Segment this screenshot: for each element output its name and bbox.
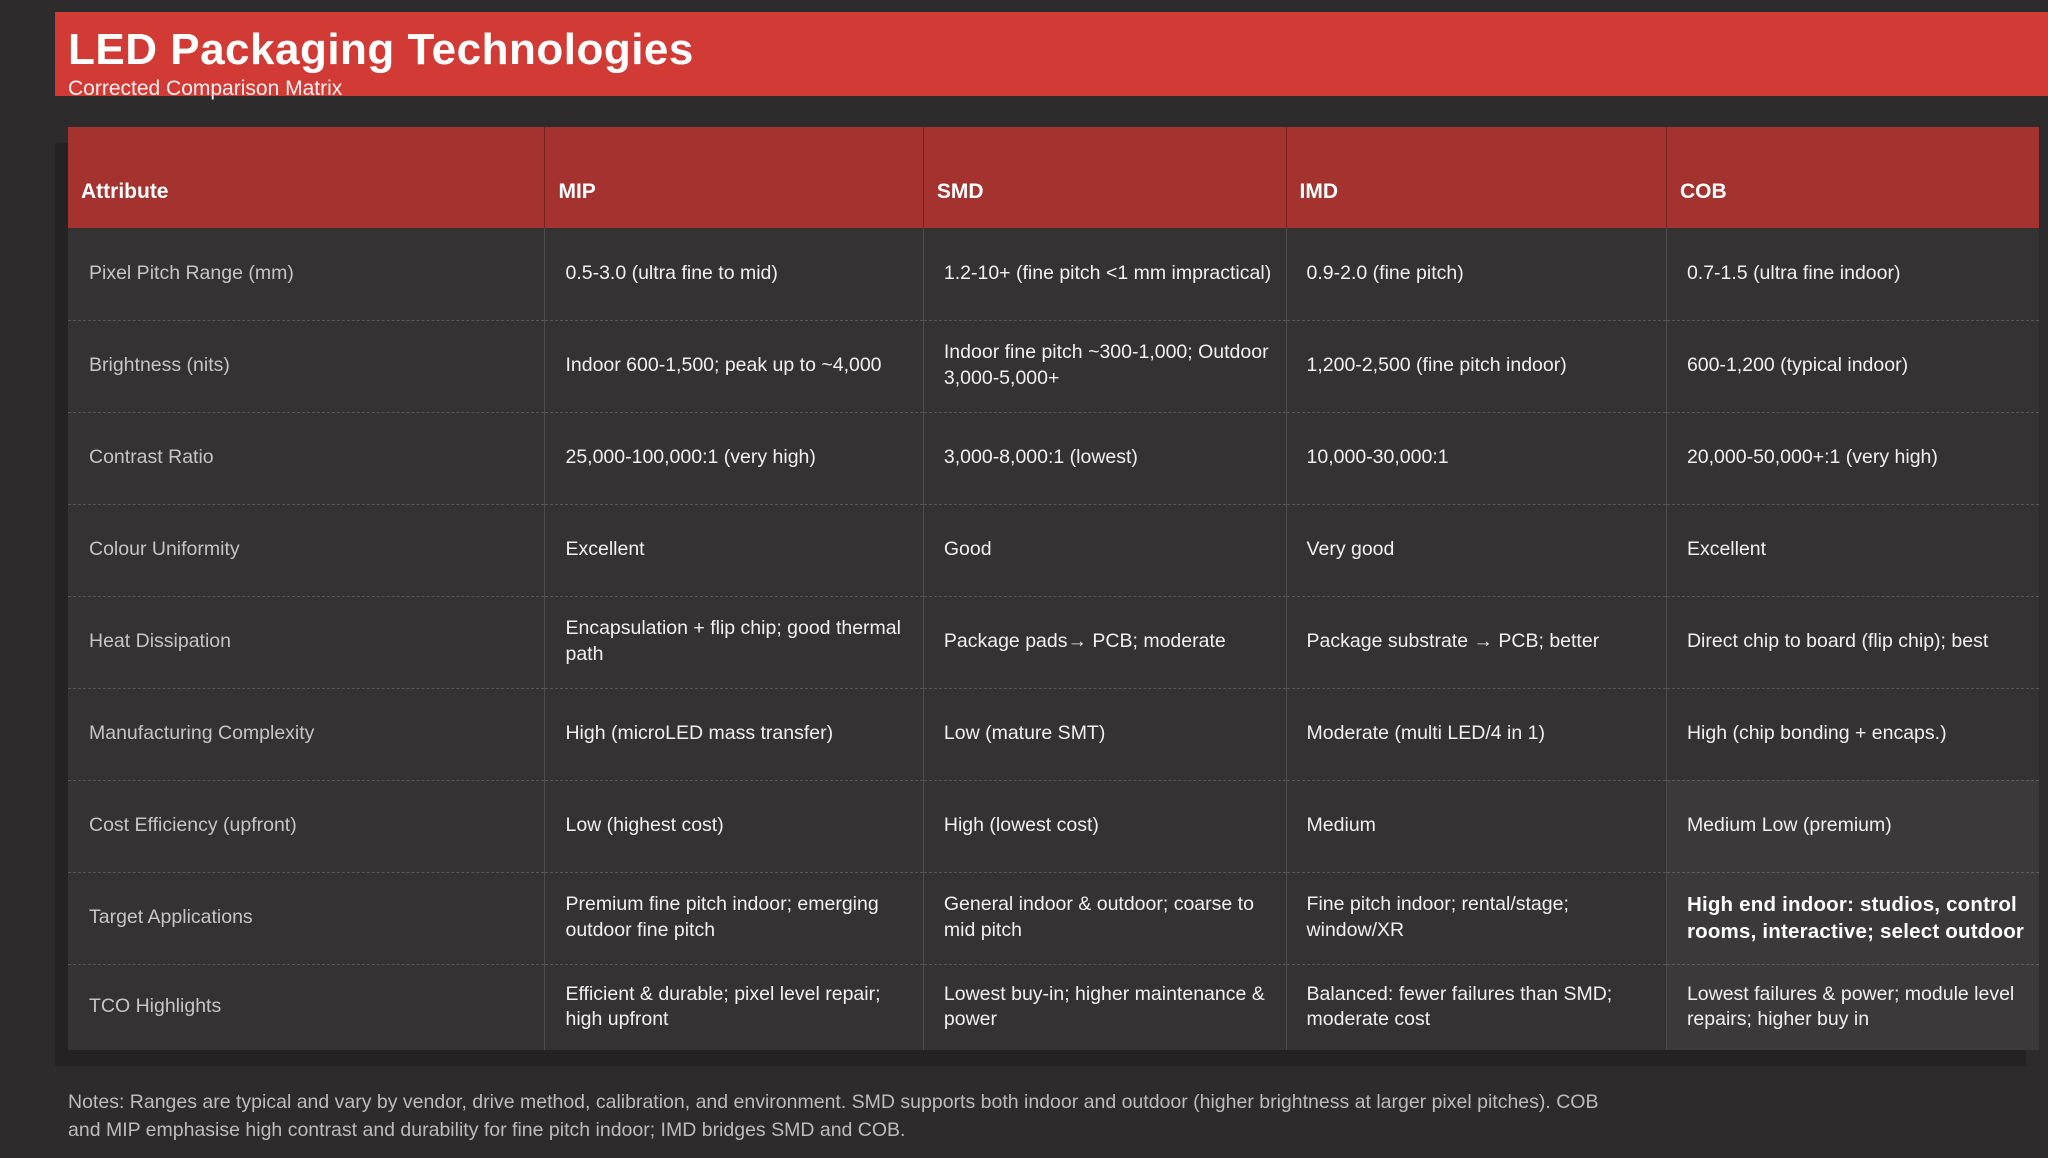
table-cell: Low (highest cost) (544, 779, 924, 872)
table-row: Cost Efficiency (upfront) Low (highest co… (68, 779, 2039, 872)
table-cell: Medium (1285, 779, 1667, 872)
table-cell: 0.5-3.0 (ultra fine to mid) (544, 228, 924, 320)
table-cell: Efficient & durable; pixel level repair;… (544, 963, 924, 1050)
table-cell: 1.2-10+ (fine pitch <1 mm impractical) (922, 228, 1287, 320)
table-cell: Package substrate → PCB; better (1285, 595, 1667, 688)
table-cell: Excellent (1665, 503, 2039, 596)
column-header-smd: SMD (922, 127, 1287, 228)
table-body: Pixel Pitch Range (mm) 0.5-3.0 (ultra fin… (68, 228, 2039, 1050)
row-label: Colour Uniformity (68, 503, 545, 596)
table-cell: Indoor 600-1,500; peak up to ~4,000 (544, 319, 924, 412)
table-cell: High (lowest cost) (922, 779, 1287, 872)
table-cell: Excellent (544, 503, 924, 596)
table-cell: 0.7-1.5 (ultra fine indoor) (1665, 228, 2039, 320)
table-cell: 25,000-100,000:1 (very high) (544, 411, 924, 504)
table-cell: Premium fine pitch indoor; emerging outd… (544, 871, 924, 964)
table-cell: General indoor & outdoor; coarse to mid … (922, 871, 1287, 964)
table-cell: Direct chip to board (flip chip); best (1665, 595, 2039, 688)
table-cell: Balanced: fewer failures than SMD; moder… (1285, 963, 1667, 1050)
column-header-imd: IMD (1285, 127, 1667, 228)
table-cell: Indoor fine pitch ~300-1,000; Outdoor 3,… (922, 319, 1287, 412)
page-title: LED Packaging Technologies (68, 25, 694, 74)
row-label: Cost Efficiency (upfront) (68, 779, 545, 872)
table-cell: Package pads→ PCB; moderate (922, 595, 1287, 688)
page-subtitle: Corrected Comparison Matrix (68, 77, 343, 100)
row-label: Manufacturing Complexity (68, 687, 545, 780)
title-banner: LED Packaging Technologies Corrected Com… (55, 12, 2048, 100)
table-cell: Lowest failures & power; module level re… (1665, 963, 2039, 1050)
table-cell: Fine pitch indoor; rental/stage; window/… (1285, 871, 1667, 964)
table-row: TCO Highlights Efficient & durable; pixel… (68, 963, 2039, 1050)
table-cell: Good (922, 503, 1287, 596)
table-row: Contrast Ratio 25,000-100,000:1 (very hig… (68, 411, 2039, 504)
table-cell: 20,000-50,000+:1 (very high) (1665, 411, 2039, 504)
table-cell: 1,200-2,500 (fine pitch indoor) (1285, 319, 1667, 412)
table-cell: Low (mature SMT) (922, 687, 1287, 780)
table-header-row: Attribute MIP SMD IMD COB (68, 127, 2039, 228)
column-header-mip: MIP (544, 127, 924, 228)
row-label: Brightness (nits) (68, 319, 545, 412)
row-label: Target Applications (68, 871, 545, 964)
column-header-cob: COB (1665, 127, 2039, 228)
table-cell: 3,000-8,000:1 (lowest) (922, 411, 1287, 504)
table-header: Attribute MIP SMD IMD COB (68, 127, 2039, 228)
table-row: Target Applications Premium fine pitch in… (68, 871, 2039, 964)
row-label: Pixel Pitch Range (mm) (68, 228, 545, 320)
table-row: Heat Dissipation Encapsulation + flip chi… (68, 595, 2039, 688)
table-row: Brightness (nits) Indoor 600-1,500; peak … (68, 319, 2039, 412)
table-cell: High end indoor: studios, control rooms,… (1665, 871, 2039, 964)
row-label: TCO Highlights (68, 963, 545, 1050)
table-cell: 0.9-2.0 (fine pitch) (1285, 228, 1667, 320)
table-cell: Very good (1285, 503, 1667, 596)
table-row: Colour Uniformity Excellent Good Very good E… (68, 503, 2039, 596)
table-row: Pixel Pitch Range (mm) 0.5-3.0 (ultra fin… (68, 228, 2039, 320)
footnotes: Notes: Ranges are typical and vary by ve… (68, 1091, 1599, 1142)
row-label: Contrast Ratio (68, 411, 545, 504)
table-cell: Lowest buy-in; higher maintenance & powe… (922, 963, 1287, 1050)
table-cell: Medium Low (premium) (1665, 779, 2039, 872)
table-row: Manufacturing Complexity High (microLED m… (68, 687, 2039, 780)
table-cell: High (chip bonding + encaps.) (1665, 687, 2039, 780)
column-header-attribute: Attribute (68, 127, 545, 228)
table-cell: 10,000-30,000:1 (1285, 411, 1667, 504)
row-label: Heat Dissipation (68, 595, 545, 688)
comparison-table: Attribute MIP SMD IMD COB Pixel Pitch Range … (68, 127, 2039, 1050)
table-cell: Moderate (multi LED/4 in 1) (1285, 687, 1667, 780)
table-cell: High (microLED mass transfer) (544, 687, 924, 780)
table-cell: 600-1,200 (typical indoor) (1665, 319, 2039, 412)
table-cell: Encapsulation + flip chip; good thermal … (544, 595, 924, 688)
